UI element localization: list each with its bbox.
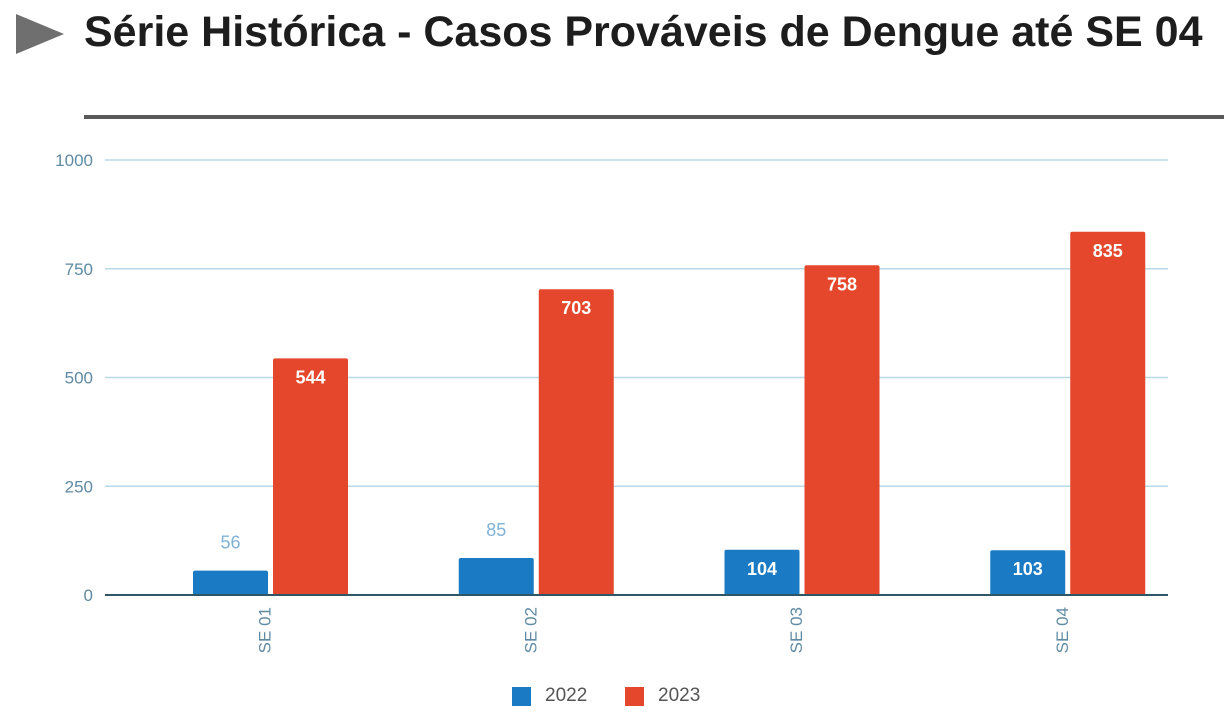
data-label-2022-se-04: 103 [1013,559,1043,579]
data-label-2022-se-02: 85 [486,520,506,540]
bar-2022-se-04 [990,550,1066,595]
legend-swatch-2022 [512,686,531,706]
data-label-2023-se-01: 544 [295,367,325,387]
y-tick-label-0: 0 [84,586,93,605]
data-label-2022-se-01: 56 [220,533,240,553]
x-tick-label-se-02: SE 02 [521,607,540,653]
legend-swatch-2023 [625,686,644,706]
bar-2023-se-04 [1070,231,1146,595]
title-underline [84,115,1224,119]
title-block: Série Histórica - Casos Prováveis de Den… [0,0,1226,125]
bar-chart: 0 250 500 750 1000 56 544 SE 01 85 703 SE 02 104 758… [55,151,1168,653]
data-label-2023-se-04: 835 [1093,241,1123,261]
y-tick-label-250: 250 [65,477,93,496]
legend-label-2022: 2022 [545,685,588,706]
legend-label-2023: 2023 [658,685,701,706]
y-tick-label-1000: 1000 [55,151,93,170]
bar-2023-se-02 [538,289,614,595]
data-label-2023-se-03: 758 [827,274,857,294]
x-tick-label-se-01: SE 01 [256,607,275,653]
bar-2022-se-01 [193,570,268,595]
y-tick-label-750: 750 [65,260,93,279]
bar-2022-se-02 [458,558,534,595]
legend-item-2023[interactable]: 2023 [625,683,700,709]
play-arrow-icon [16,14,64,54]
bar-2023-se-03 [804,265,880,595]
data-label-2023-se-02: 703 [561,298,591,318]
x-tick-label-se-04: SE 04 [1053,607,1072,653]
legend-item-2022[interactable]: 2022 [512,683,587,709]
x-tick-label-se-03: SE 03 [787,607,806,653]
page-title: Série Histórica - Casos Prováveis de Den… [84,8,1203,56]
y-tick-label-500: 500 [65,369,93,388]
data-label-2022-se-03: 104 [747,559,777,579]
chart-legend: 2022 2023 [0,683,1226,709]
bar-2022-se-03 [724,549,800,595]
bar-2023-se-01 [273,358,348,595]
